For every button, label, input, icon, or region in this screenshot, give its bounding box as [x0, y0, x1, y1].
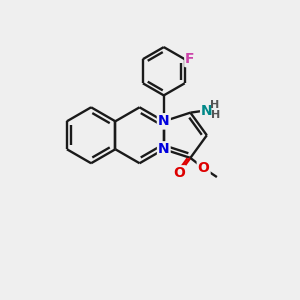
Text: O: O — [173, 166, 185, 180]
Text: O: O — [198, 161, 210, 175]
Text: H: H — [210, 100, 220, 110]
Text: N: N — [158, 114, 169, 128]
Text: N: N — [201, 104, 212, 118]
Text: N: N — [158, 114, 169, 128]
Text: F: F — [185, 52, 195, 66]
Text: H: H — [212, 110, 220, 120]
Text: N: N — [158, 142, 169, 156]
